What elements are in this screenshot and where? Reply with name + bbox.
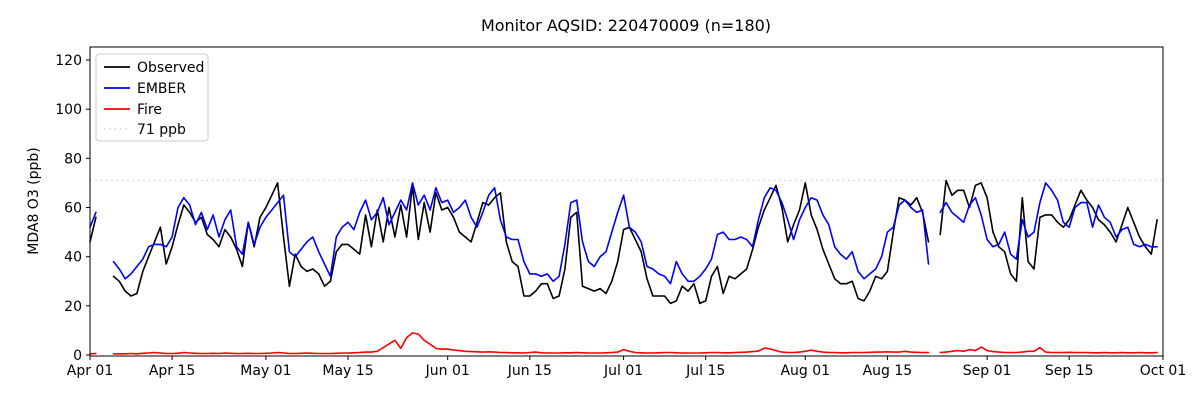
x-tick-label: Oct 01 [1140,363,1186,379]
legend-label-observed: Observed [137,60,204,76]
series-line-fire [89,332,1158,355]
legend-label-fire: Fire [137,102,162,118]
legend: Observed EMBER Fire 71 ppb [95,53,209,142]
x-tick-label: Jul 15 [685,363,725,379]
x-tick-label: Jun 01 [425,363,470,379]
y-tick-label: 80 [64,151,82,167]
y-tick-label: 60 [64,201,82,217]
y-tick-label: 40 [64,250,82,266]
chart-title: Monitor AQSID: 220470009 (n=180) [481,16,771,35]
y-tick-label: 20 [64,299,82,315]
x-tick-label: Sep 15 [1045,363,1094,379]
series-line-ember [89,182,1158,285]
x-tick-label: Aug 15 [863,363,913,379]
legend-box [95,53,209,142]
x-tick-label: Aug 01 [780,363,830,379]
y-tick-label: 0 [73,348,82,364]
x-tick-label: Apr 15 [149,363,195,379]
y-tick-label: 100 [55,102,82,118]
x-tick-label: Sep 01 [963,363,1012,379]
x-tick-label: May 01 [240,363,291,379]
plot-border [89,46,1164,357]
y-axis-label: MDA8 O3 (ppb) [26,147,42,255]
x-tick-label: Jul 01 [603,363,643,379]
x-tick-label: Jun 15 [507,363,552,379]
legend-label-threshold: 71 ppb [137,122,186,138]
y-tick-label: 120 [55,53,82,69]
plot-area: 0 20 40 60 80 100 120 Apr 01 Apr 15 May 01 May 15 J… [55,46,1186,379]
x-tick-label: Apr 01 [67,363,113,379]
x-tick-label: May 15 [322,363,373,379]
legend-label-ember: EMBER [137,81,186,97]
